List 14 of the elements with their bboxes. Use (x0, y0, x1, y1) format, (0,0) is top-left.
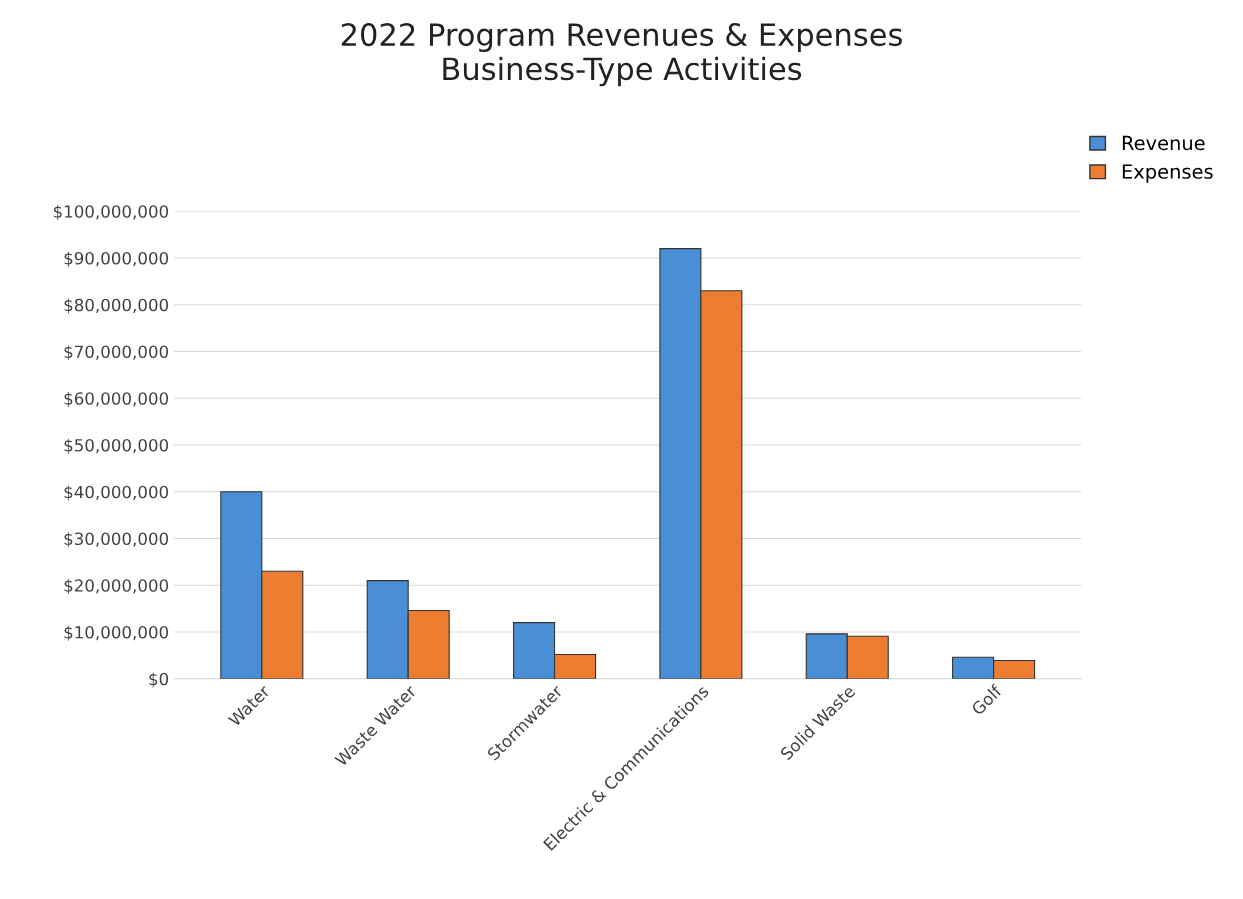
y-tick-label: $20,000,000 (64, 578, 169, 595)
y-tick-label: $60,000,000 (64, 391, 169, 408)
y-tick-label: $100,000,000 (53, 204, 169, 221)
y-tick-label: $50,000,000 (64, 438, 169, 454)
y-tick-label: $90,000,000 (64, 251, 169, 267)
y-tick-label: $40,000,000 (64, 485, 169, 501)
y-tick-label: $0 (149, 672, 169, 688)
legend-label: Revenue (1122, 135, 1205, 151)
y-tick-label: $30,000,000 (64, 532, 169, 548)
y-tick-label: $10,000,000 (64, 625, 169, 641)
legend-label: Expenses (1122, 164, 1213, 183)
chart-title: 2022 Program Revenues & Expenses Business-Type Activities (341, 23, 902, 87)
y-tick-label: $80,000,000 (64, 298, 169, 314)
y-tick-label: $70,000,000 (64, 345, 169, 361)
